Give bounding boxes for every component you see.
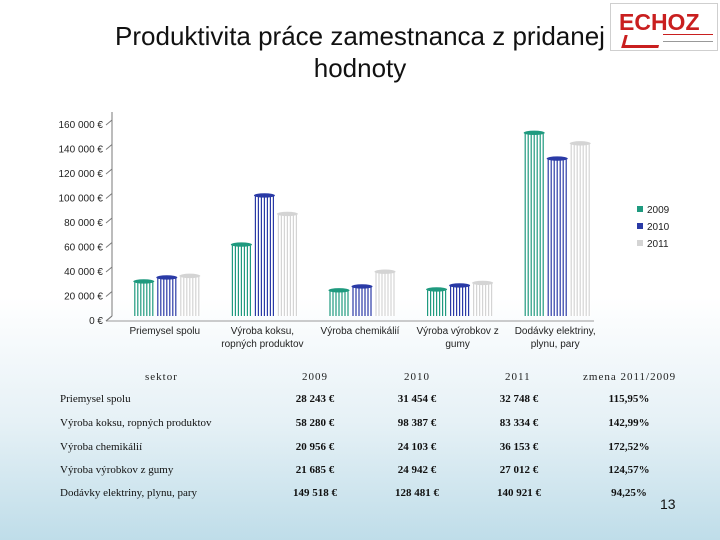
table-header-2011: 2011 (505, 371, 531, 383)
bar-2011 (179, 273, 201, 316)
bar-2011 (374, 269, 396, 316)
category-label: gumy (445, 339, 469, 350)
category-label: Priemysel spolu (130, 326, 201, 337)
table-cell-v2010: 24 103 € (397, 441, 437, 453)
y-tick (105, 242, 113, 248)
legend-label-2009: 2009 (647, 205, 670, 216)
y-tick-label: 80 000 € (64, 218, 103, 229)
y-tick (105, 168, 113, 175)
table-header-2009: 2009 (302, 371, 328, 383)
table-row-label: Výroba chemikálií (60, 441, 143, 453)
bar-2011 (276, 211, 298, 316)
table-row-label: Priemysel spolu (60, 393, 131, 405)
table-cell-change: 115,95% (608, 393, 650, 405)
y-tick (105, 119, 113, 126)
table-cell-v2010: 31 454 € (397, 393, 437, 405)
table-header-change: zmena 2011/2009 (583, 371, 677, 383)
y-tick (105, 144, 113, 150)
table-cell-v2010: 128 481 € (395, 487, 439, 499)
table-cell-v2009: 28 243 € (295, 393, 335, 405)
y-tick-label: 40 000 € (64, 267, 103, 278)
y-tick (105, 266, 113, 273)
bar-2010 (156, 275, 178, 316)
table-cell-v2011: 140 921 € (497, 487, 541, 499)
logo-text: ECHOZ (619, 9, 700, 35)
category-label: Výroba výrobkov z (416, 326, 498, 337)
y-tick (105, 315, 113, 322)
echoz-logo: ECHOZ (610, 3, 718, 51)
category-label: Výroba chemikálií (321, 326, 400, 337)
table-cell-v2011: 32 748 € (499, 393, 539, 405)
y-tick-label: 20 000 € (64, 292, 103, 303)
y-tick-label: 120 000 € (59, 169, 104, 180)
table-header-2010: 2010 (404, 371, 430, 383)
table-cell-v2011: 27 012 € (499, 464, 539, 476)
bar-2009 (133, 279, 155, 316)
legend-label-2010: 2010 (647, 222, 670, 233)
bar-2009 (230, 242, 252, 316)
y-tick (105, 291, 113, 297)
table-cell-v2010: 24 942 € (397, 464, 437, 476)
slide-title: Produktivita práce zamestnanca z pridane… (115, 21, 605, 83)
table-cell-v2010: 98 387 € (397, 417, 437, 429)
table-header-sector: sektor (145, 371, 178, 383)
y-tick (105, 217, 113, 224)
bar-2009 (426, 287, 448, 316)
bar-2010 (351, 284, 373, 316)
bar-chart: 0 € 20 000 € 40 000 € 60 000 € 80 000 € 100 0… (59, 112, 670, 350)
category-label: Dodávky elektriny, (515, 326, 596, 337)
logo-line (663, 34, 713, 35)
category-label: plynu, pary (531, 339, 580, 350)
bar-2010 (546, 156, 568, 316)
legend-swatch-2011 (637, 240, 643, 246)
table-row-label: Výroba koksu, ropných produktov (60, 417, 212, 429)
bar-2009 (328, 288, 350, 316)
y-tick-label: 60 000 € (64, 243, 103, 254)
category-label: Výroba koksu, (231, 326, 294, 337)
table-cell-v2009: 58 280 € (295, 417, 335, 429)
table-cell-change: 172,52% (608, 441, 650, 453)
table-cell-v2009: 20 956 € (295, 441, 335, 453)
y-tick (105, 193, 113, 199)
logo-line (663, 41, 713, 42)
bar-2011 (472, 280, 494, 316)
legend-swatch-2010 (637, 223, 643, 229)
table-cell-change: 142,99% (608, 417, 650, 429)
category-label: ropných produktov (221, 339, 303, 350)
bar-2010 (253, 193, 275, 316)
table-row-label: Dodávky elektriny, plynu, pary (60, 487, 198, 499)
bar-2010 (449, 283, 471, 316)
table-cell-change: 124,57% (608, 464, 650, 476)
y-tick-label: 140 000 € (59, 145, 104, 156)
bar-2011 (569, 141, 591, 316)
page-number: 13 (660, 496, 676, 512)
bar-2009 (523, 130, 545, 316)
table-cell-v2011: 36 153 € (499, 441, 539, 453)
y-tick-label: 0 € (89, 316, 103, 327)
table-cell-v2009: 21 685 € (295, 464, 335, 476)
table-cell-v2009: 149 518 € (293, 487, 337, 499)
table-cell-v2011: 83 334 € (499, 417, 539, 429)
table-cell-change: 94,25% (611, 487, 647, 499)
legend-label-2011: 2011 (647, 239, 669, 250)
table-row-label: Výroba výrobkov z gumy (60, 464, 174, 476)
legend-swatch-2009 (637, 206, 643, 212)
y-tick-label: 100 000 € (59, 194, 104, 205)
y-tick-label: 160 000 € (59, 120, 104, 131)
